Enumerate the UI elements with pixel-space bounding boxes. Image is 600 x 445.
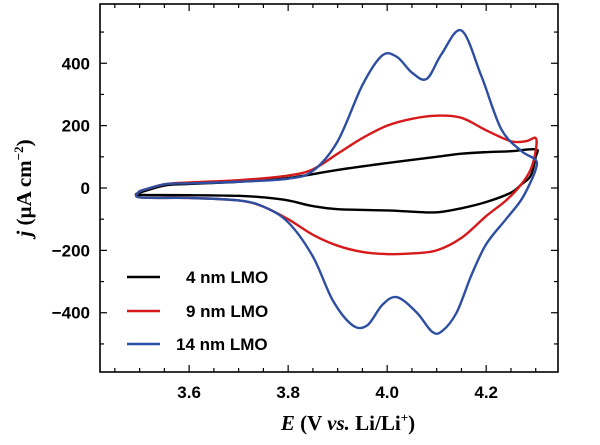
x-axis-title-sup: + [401,410,408,425]
y-tick-label: −200 [52,241,90,260]
y-tick-label: 400 [62,54,90,73]
plot-frame [99,3,559,373]
x-tick-label: 3.6 [177,383,201,402]
y-axis-title-main: (µA cm [12,160,36,231]
series-line-4nm [134,147,539,214]
tick-layer [100,4,558,372]
x-tick-label: 4.0 [375,383,399,402]
y-tick-label: 0 [81,179,90,198]
y-axis-title: j (µA cm−2) [11,139,36,239]
x-axis-title-rest: Li/Li [350,411,401,435]
x-axis-title-symbol: E [280,411,295,435]
x-axis-title-vs: vs. [327,411,350,435]
y-axis-title-sup: −2 [11,146,26,160]
legend-label-9nm: 9 nm LMO [186,302,268,321]
x-axis-title-open: (V [295,411,327,435]
y-tick-label: 200 [62,117,90,136]
x-tick-label: 3.8 [276,383,300,402]
y-axis-title-close: ) [12,139,36,146]
x-tick-label: 4.2 [474,383,498,402]
x-axis-title: E (V vs. Li/Li+) [280,410,415,435]
y-tick-label: −400 [52,304,90,323]
x-axis-title-close: ) [408,411,415,435]
legend-label-4nm: 4 nm LMO [186,268,268,287]
series-line-9nm [134,114,538,256]
y-axis-title-symbol: j [12,231,36,240]
series-line-14nm [134,28,539,335]
series-layer [134,28,539,335]
legend-label-14nm: 14 nm LMO [176,335,268,354]
legend: 4 nm LMO 9 nm LMO 14 nm LMO [127,268,268,354]
tick-label-layer: 3.6 3.8 4.0 4.2 −400 −200 0 200 400 [52,54,498,402]
